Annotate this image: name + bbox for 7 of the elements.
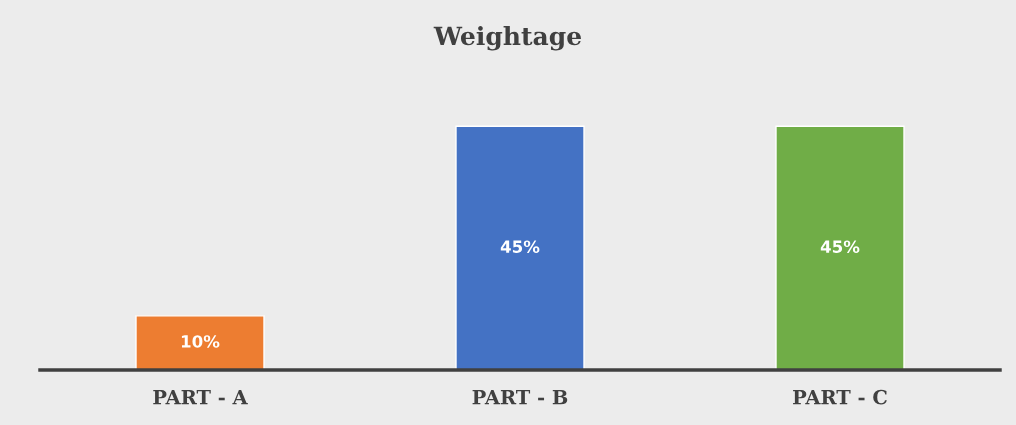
x-tick-label: PART - C xyxy=(793,389,887,405)
x-tick-label: PART - A xyxy=(153,390,248,405)
x-tick-label: PART - B xyxy=(472,390,568,405)
data-label: 45% xyxy=(500,240,540,253)
data-label: 45% xyxy=(820,240,860,253)
data-label: 10% xyxy=(181,335,220,348)
chart-title: Weightage xyxy=(433,25,581,51)
